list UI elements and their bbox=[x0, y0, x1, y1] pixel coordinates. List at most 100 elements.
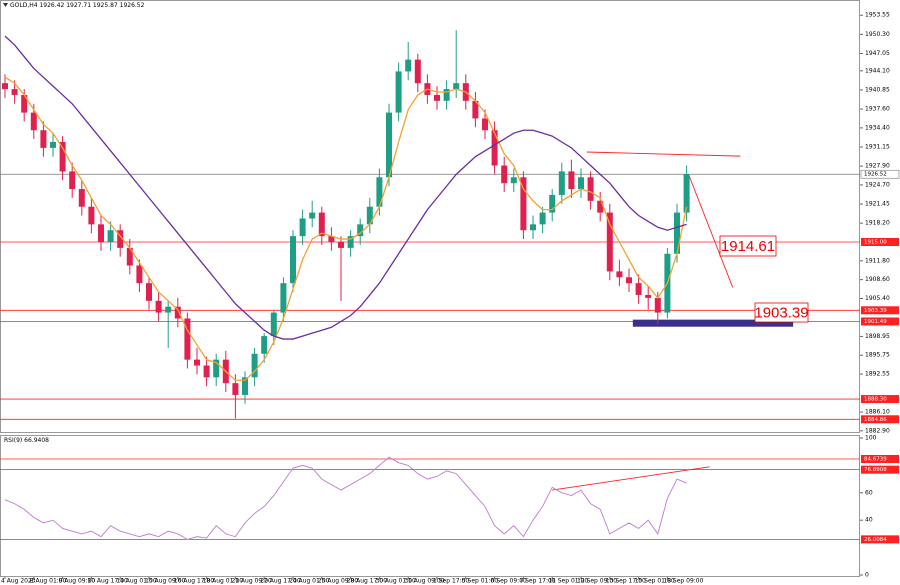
x-tick-label: 18 Aug 01:00 bbox=[203, 578, 244, 585]
level-label: 76.8908 bbox=[864, 467, 887, 473]
candle-body bbox=[654, 297, 661, 313]
candle-body bbox=[386, 112, 392, 178]
level-label: 1901.49 bbox=[864, 319, 887, 325]
annotation-box bbox=[754, 302, 809, 323]
level-label: 1884.86 bbox=[864, 417, 887, 423]
candle-body bbox=[338, 242, 344, 248]
candle-body bbox=[242, 377, 248, 395]
level-label-box bbox=[861, 317, 899, 326]
candle-body bbox=[98, 224, 104, 242]
candle-body bbox=[578, 177, 584, 190]
x-tick-label: 6 Sep 09:00 bbox=[491, 578, 527, 585]
candle-body bbox=[174, 306, 181, 319]
candle-body bbox=[674, 212, 680, 254]
x-tick-label: 16 Aug 17:00 bbox=[174, 578, 215, 585]
level-label: 84.6739 bbox=[864, 456, 887, 462]
x-tick-label: 31 Aug 09:00 bbox=[404, 578, 445, 585]
candle-body bbox=[347, 236, 354, 248]
y-tick-label: 1934.40 bbox=[865, 124, 890, 131]
candle-body bbox=[30, 112, 37, 131]
candle-body bbox=[21, 94, 28, 113]
y-tick-label: 1918.20 bbox=[865, 220, 890, 227]
rsi-line bbox=[4, 456, 687, 540]
y-tick-label: 1944.10 bbox=[865, 67, 890, 74]
x-tick-label: 14 Aug 01:00 bbox=[116, 578, 157, 585]
y-tick-label: 1905.40 bbox=[865, 295, 890, 302]
candle-body bbox=[309, 212, 316, 219]
x-tick-label: 5 Sep 01:00 bbox=[462, 578, 498, 585]
level-label-box bbox=[861, 395, 899, 404]
candle-body bbox=[587, 177, 594, 201]
x-tick-label: 4 Aug 2023 bbox=[1, 578, 36, 585]
candle-body bbox=[434, 94, 440, 101]
annotation: 1903.39 bbox=[754, 304, 808, 321]
y-tick-label: 1911.80 bbox=[865, 257, 890, 264]
candle-body bbox=[366, 206, 373, 225]
candle-body bbox=[88, 206, 95, 225]
candle-body bbox=[530, 224, 536, 231]
candle-body bbox=[232, 383, 239, 395]
candle-body bbox=[472, 100, 479, 119]
candle-body bbox=[645, 294, 652, 298]
candle-body bbox=[635, 283, 642, 295]
support-zone bbox=[632, 319, 794, 327]
candle-body bbox=[549, 194, 556, 213]
y-tick-label: 1940.85 bbox=[865, 86, 890, 93]
candle-body bbox=[270, 312, 277, 337]
candle-body bbox=[376, 177, 383, 207]
current-price-box bbox=[860, 169, 900, 179]
price-panel bbox=[0, 0, 860, 433]
menu-icon bbox=[3, 3, 8, 7]
x-tick-label: 7 Sep 17:00 bbox=[519, 578, 555, 585]
candle-body bbox=[184, 318, 191, 360]
x-tick-label: 8 Aug 01:00 bbox=[30, 578, 67, 585]
y-tick-label: 1950.30 bbox=[865, 31, 890, 38]
rsi-title: RSI(9) 66.9408 bbox=[4, 437, 49, 444]
moving-average bbox=[4, 35, 687, 340]
candle-body bbox=[318, 212, 325, 237]
candle-body bbox=[117, 230, 124, 248]
candle-body bbox=[107, 230, 114, 242]
candle-body bbox=[414, 59, 421, 84]
annotation: 1914.61 bbox=[721, 238, 775, 255]
candle-body bbox=[453, 83, 460, 90]
candle-body bbox=[146, 283, 152, 301]
current-price-label: 1926.52 bbox=[864, 172, 887, 178]
x-tick-label: 15 Sep 01:00 bbox=[635, 578, 675, 585]
x-tick-label: 22 Aug 17:00 bbox=[260, 578, 301, 585]
y-tick-label: 0 bbox=[865, 572, 869, 579]
candle-body bbox=[501, 165, 508, 184]
y-tick-label: 1895.75 bbox=[865, 352, 890, 359]
x-tick-label: 25 Aug 09:00 bbox=[318, 578, 359, 585]
x-tick-label: 28 Aug 17:00 bbox=[347, 578, 388, 585]
y-tick-label: 40 bbox=[865, 517, 873, 524]
x-tick-label: 13 Sep 17:00 bbox=[606, 578, 646, 585]
y-tick-label: 1953.55 bbox=[865, 12, 890, 19]
candle-body bbox=[405, 59, 412, 72]
y-tick-label: 1908.60 bbox=[865, 276, 890, 283]
candle-body bbox=[203, 365, 210, 378]
y-tick-label: 1924.70 bbox=[865, 181, 890, 188]
y-tick-label: 1927.90 bbox=[865, 163, 890, 170]
candle-body bbox=[597, 200, 604, 213]
level-label-box bbox=[861, 454, 899, 463]
y-tick-label: 1886.10 bbox=[865, 409, 890, 416]
candle-body bbox=[126, 247, 133, 266]
x-tick-label: 18 Sep 09:00 bbox=[663, 578, 703, 585]
annotation-box bbox=[719, 235, 777, 257]
level-label-box bbox=[861, 535, 899, 544]
candle-body bbox=[328, 236, 335, 242]
candle-body bbox=[491, 130, 498, 166]
level-label: 26.0084 bbox=[864, 537, 887, 543]
candle-body bbox=[40, 130, 47, 148]
chart-title: GOLD,H4 1926.42 1927.71 1925.87 1926.52 bbox=[10, 2, 145, 9]
candle-body bbox=[520, 177, 527, 231]
y-tick-label: 100 bbox=[865, 435, 877, 442]
y-tick-label: 1931.15 bbox=[865, 144, 890, 151]
candle-body bbox=[2, 83, 8, 90]
candle-body bbox=[558, 171, 565, 195]
candle-body bbox=[482, 118, 488, 131]
y-tick-label: 1947.05 bbox=[865, 50, 890, 57]
trendline bbox=[688, 174, 734, 288]
